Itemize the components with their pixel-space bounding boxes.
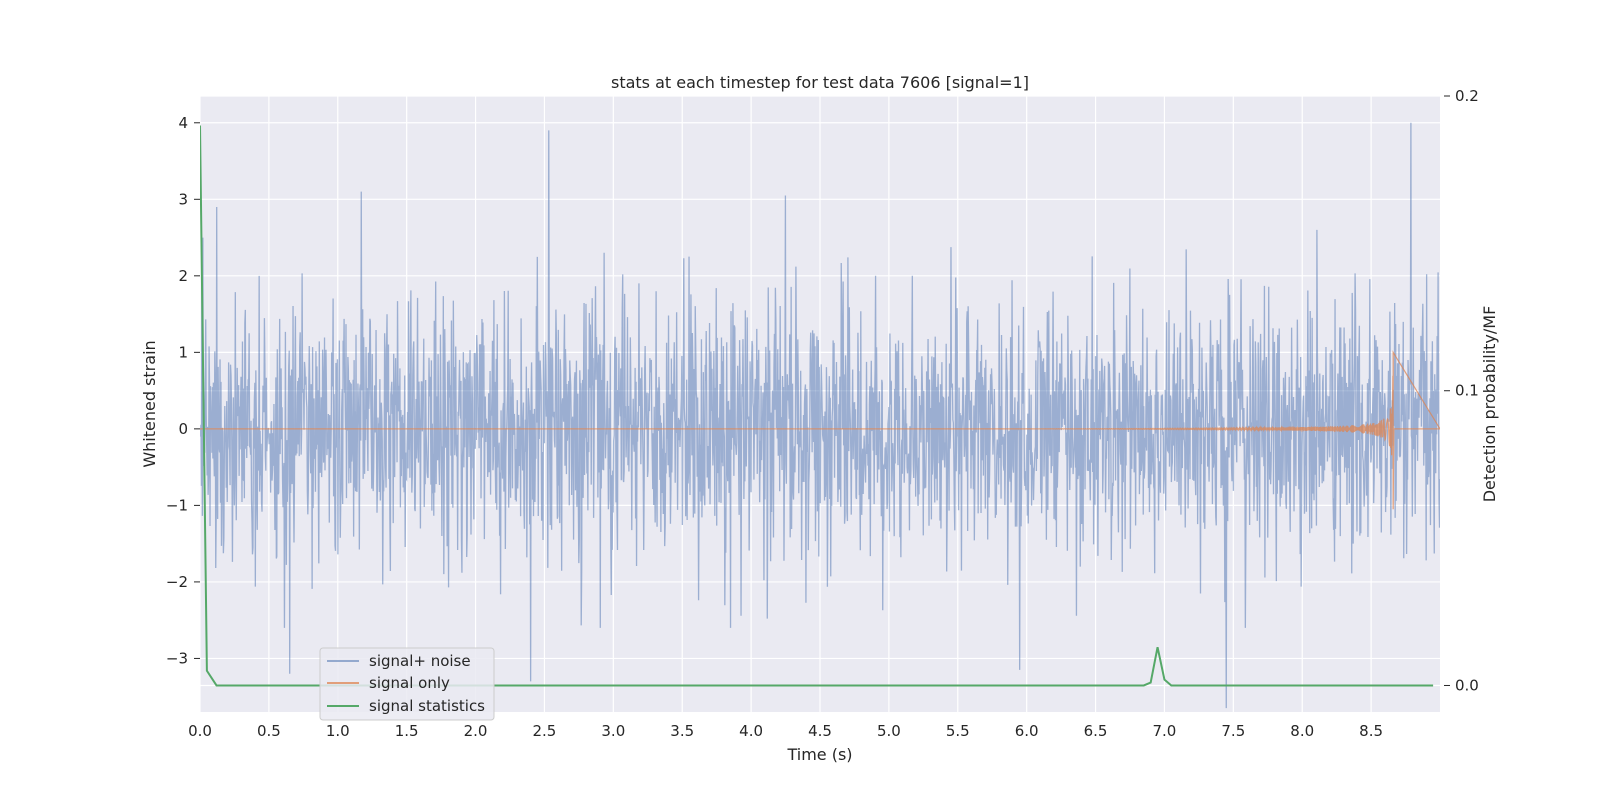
y-tick-label: 2 <box>178 267 188 285</box>
x-tick-label: 1.5 <box>395 722 419 740</box>
y2-axis: 0.2 0.1 0.0 <box>1444 87 1479 694</box>
legend-box <box>319 647 495 721</box>
series-signal-statistics <box>200 125 1434 687</box>
legend-label-signal-noise: signal+ noise <box>369 652 471 670</box>
y2-tick-label: 0.0 <box>1455 676 1479 694</box>
x-tick-label: 0.5 <box>257 722 281 740</box>
y2-axis-label: Detection probability/MF <box>1480 306 1499 503</box>
x-axis: 0.0 0.5 1.0 1.5 2.0 2.5 3.0 3.5 4.0 4.5 5.0 5.5 6.0 6… <box>188 722 1383 740</box>
x-tick-label: 5.0 <box>877 722 901 740</box>
x-tick-label: 8.5 <box>1359 722 1383 740</box>
x-tick-label: 1.0 <box>326 722 350 740</box>
x-axis-label: Time (s) <box>786 745 852 764</box>
y-tick-label: 4 <box>178 114 188 132</box>
chart-title: stats at each timestep for test data 760… <box>611 73 1029 92</box>
y-axis: 4 3 2 1 0 −1 −2 −3 <box>166 114 200 667</box>
x-tick-label: 2.0 <box>464 722 488 740</box>
y-tick-label: 0 <box>178 420 188 438</box>
x-tick-label: 7.0 <box>1153 722 1177 740</box>
x-tick-label: 6.0 <box>1015 722 1039 740</box>
y2-tick-label: 0.2 <box>1455 87 1479 105</box>
x-tick-label: 3.5 <box>670 722 694 740</box>
y-tick-label: 3 <box>178 190 188 208</box>
y-tick-label: 1 <box>178 343 188 361</box>
y-tick-label: −2 <box>166 573 188 591</box>
legend-label-signal-statistics: signal statistics <box>369 697 485 715</box>
y-axis-label: Whitened strain <box>140 340 159 467</box>
x-tick-label: 8.0 <box>1290 722 1314 740</box>
x-tick-label: 0.0 <box>188 722 212 740</box>
x-tick-label: 4.5 <box>808 722 832 740</box>
x-tick-label: 5.5 <box>946 722 970 740</box>
x-tick-label: 4.0 <box>739 722 763 740</box>
x-tick-label: 2.5 <box>533 722 557 740</box>
x-tick-label: 7.5 <box>1221 722 1245 740</box>
legend: signal+ noise signal only signal statist… <box>319 647 495 721</box>
legend-label-signal-only: signal only <box>369 674 450 692</box>
x-tick-label: 6.5 <box>1084 722 1108 740</box>
y-tick-label: −1 <box>166 496 188 514</box>
series-signal-noise <box>200 122 1440 709</box>
series-signal-only <box>200 350 1440 510</box>
y-tick-label: −3 <box>166 649 188 667</box>
x-tick-label: 3.0 <box>601 722 625 740</box>
y2-tick-label: 0.1 <box>1455 382 1479 400</box>
series-layer <box>200 122 1440 709</box>
